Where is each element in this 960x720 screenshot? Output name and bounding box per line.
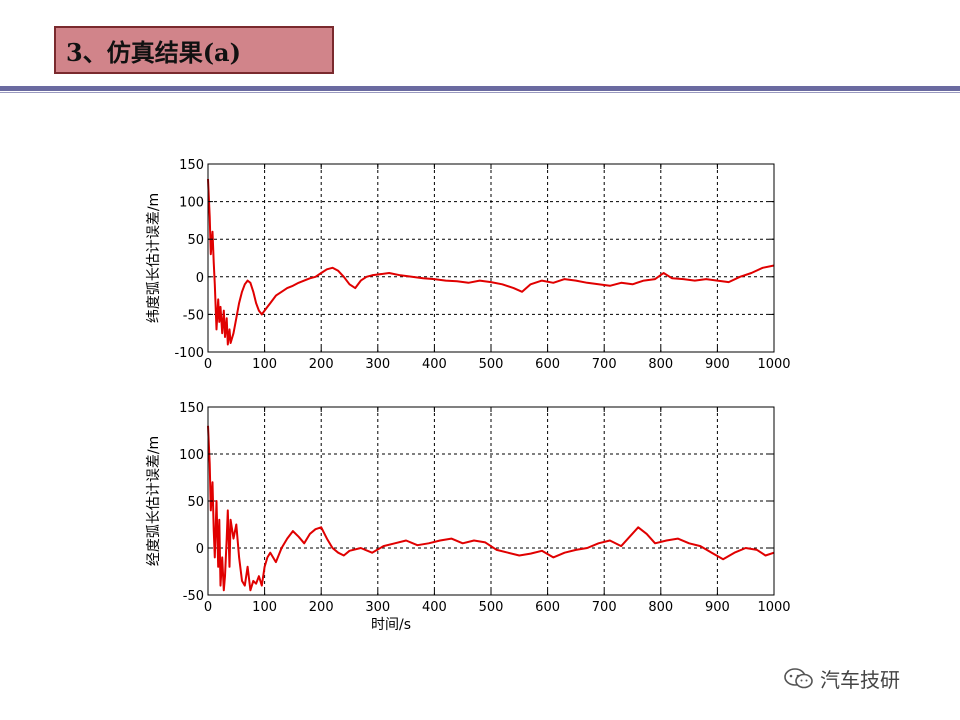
chart-longitude-error: 0 100 200 300 400 500 600 700 800 900 100015010050… [146, 401, 791, 633]
y-tick-label: 100 [179, 448, 204, 463]
y-tick-label: 150 [179, 158, 204, 173]
x-tick-label: 600 [535, 600, 560, 615]
x-tick-label: 200 [309, 357, 334, 372]
header-rule [0, 86, 960, 91]
x-tick-label: 1000 [757, 600, 790, 615]
x-tick-label: 900 [705, 600, 730, 615]
series-line [207, 178, 775, 346]
x-tick-label: 700 [592, 600, 617, 615]
x-tick-label: 100 [252, 357, 277, 372]
x-tick-label: 1000 [757, 357, 790, 372]
watermark: 汽车技研 [784, 664, 900, 693]
chart-latitude-error: 0 100 200 300 400 500 600 700 800 900 100015010050… [146, 158, 791, 372]
series-line [207, 425, 775, 592]
y-tick-label: 50 [187, 233, 204, 248]
y-axis-label: 纬度弧长估计误差/m [146, 193, 162, 323]
y-tick-label: -100 [174, 346, 204, 361]
y-tick-label: 50 [187, 495, 204, 510]
x-tick-label: 800 [648, 357, 673, 372]
y-tick-label: 0 [196, 542, 204, 557]
slide-title-box: 3、仿真结果(a) [54, 26, 334, 74]
plot-area [208, 164, 774, 352]
wechat-icon [784, 667, 813, 688]
x-tick-label: 600 [535, 357, 560, 372]
x-tick-label: 500 [479, 600, 504, 615]
x-tick-label: 400 [422, 357, 447, 372]
y-tick-label: -50 [183, 589, 204, 604]
y-tick-label: 100 [179, 196, 204, 211]
x-axis-label: 时间/s [371, 617, 411, 633]
y-tick-label: 150 [179, 401, 204, 416]
watermark-text: 汽车技研 [820, 668, 900, 692]
x-tick-label: 400 [422, 600, 447, 615]
y-tick-label: -50 [183, 308, 204, 323]
x-tick-label: 900 [705, 357, 730, 372]
x-tick-label: 300 [365, 357, 390, 372]
y-tick-label: 0 [196, 271, 204, 286]
header-rule-thin [0, 92, 960, 93]
slide-title: 3、仿真结果(a) [66, 37, 241, 67]
x-tick-label: 500 [479, 357, 504, 372]
x-tick-label: 0 [204, 600, 212, 615]
x-tick-label: 300 [365, 600, 390, 615]
x-tick-label: 100 [252, 600, 277, 615]
x-tick-label: 800 [648, 600, 673, 615]
x-tick-label: 700 [592, 357, 617, 372]
x-tick-label: 0 [204, 357, 212, 372]
x-tick-label: 200 [309, 600, 334, 615]
y-axis-label: 经度弧长估计误差/m [146, 436, 162, 566]
